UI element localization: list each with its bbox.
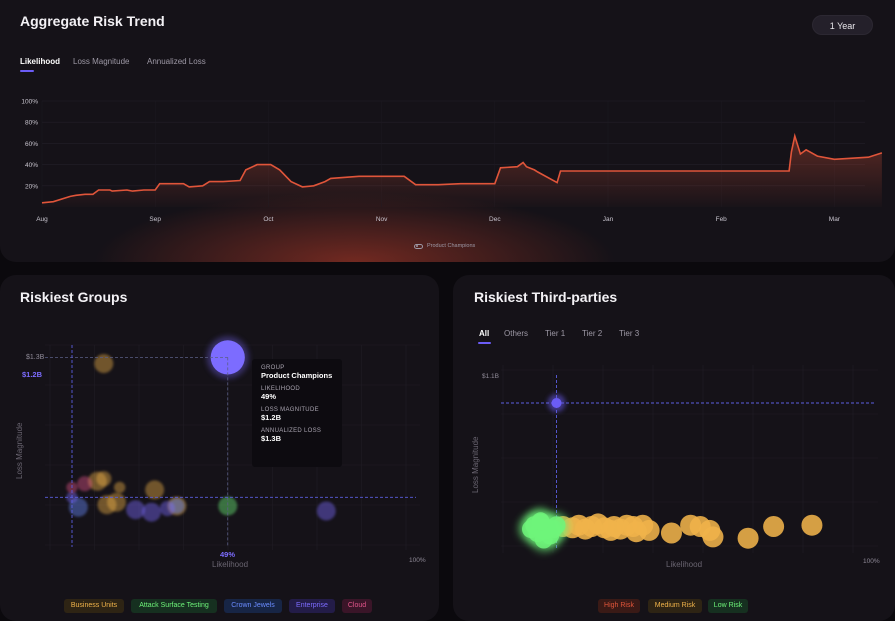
tab-all[interactable]: All [479,329,490,338]
legend-crown-jewels[interactable]: Crown Jewels [224,599,282,613]
tp-tab-active-indicator [478,342,491,344]
tp-y-axis-label: Loss Magnitude [471,436,480,493]
trend-legend-label: Product Champions [427,243,476,249]
tp-point [660,522,682,544]
groups-y-marker-label: $1.2B [22,370,43,379]
tp-point [638,519,660,541]
tp-x-end-tick: 100% [863,558,880,565]
tp-point [547,516,566,535]
groups-x-marker-label: 49% [220,550,235,559]
trend-x-tick: Oct [263,216,273,223]
time-range-button[interactable]: 1 Year [812,15,873,35]
tooltip-annual-value: $1.3B [261,434,282,443]
trend-x-tick: Aug [36,216,48,223]
tp-point [801,514,823,536]
trend-line [41,132,883,204]
groups-point [218,496,238,516]
tooltip-group-value: Product Champions [261,371,333,380]
groups-point [159,500,175,517]
tp-scatter-chart: $1.1B 100% Likelihood Loss Magnitude [471,365,880,569]
riskiest-groups-panel: Riskiest Groups $1.3B $1.2B 49% 100% Lik… [0,275,439,621]
group-tooltip: GROUP Product Champions LIKELIHOOD 49% L… [252,359,342,467]
groups-scatter-chart: $1.3B $1.2B 49% 100% Likelihood Loss Mag… [15,336,426,569]
groups-point [113,481,126,494]
legend-toggle-icon [414,243,423,249]
groups-point [106,492,126,512]
groups-point [126,500,146,520]
trend-y-tick: 60% [25,141,38,148]
trend-chart: 20% 40% 60% 80% 100% Aug Sep Oct Nov Dec Jan Feb Ma… [21,99,883,223]
trend-x-tick: Sep [149,216,161,223]
tooltip-likelihood-key: LIKELIHOOD [261,386,301,392]
trend-x-tick: Mar [829,216,841,223]
legend-business-units[interactable]: Business Units [64,599,124,613]
tab-annualized-loss[interactable]: Annualized Loss [147,57,206,66]
trend-legend[interactable]: Product Champions [414,243,475,249]
legend-enterprise[interactable]: Enterprise [289,599,335,613]
trend-y-tick: 20% [25,183,38,190]
tab-loss-magnitude[interactable]: Loss Magnitude [73,57,130,66]
tp-y-top-tick: $1.1B [482,373,499,380]
tooltip-loss-value: $1.2B [261,413,282,422]
legend-attack-surface-testing[interactable]: Attack Surface Testing [131,599,217,613]
tp-title: Riskiest Third-parties [474,289,618,305]
tp-point [531,512,550,531]
tab-tier-2[interactable]: Tier 2 [582,329,603,338]
trend-area [42,136,882,207]
legend-low-risk[interactable]: Low Risk [708,599,748,613]
tp-point-selected [551,398,562,408]
tp-point [763,516,785,537]
tooltip-likelihood-value: 49% [261,392,277,401]
aggregate-risk-trend-panel: Aggregate Risk Trend 1 Year Likelihood L… [0,0,895,262]
tooltip-group-key: GROUP [261,365,285,371]
groups-x-axis-label: Likelihood [212,560,248,569]
legend-cloud[interactable]: Cloud [342,599,372,613]
tp-point [702,526,724,548]
groups-point [96,471,112,487]
tooltip-annual-key: ANNUALIZED LOSS [261,428,322,434]
groups-point [145,480,165,500]
tp-x-axis-label: Likelihood [666,560,702,569]
groups-y-top-tick: $1.3B [26,354,45,361]
trend-y-tick: 40% [25,162,38,169]
trend-y-tick: 100% [21,99,38,106]
groups-y-axis-label: Loss Magnitude [15,422,24,479]
groups-point [316,501,336,521]
groups-point [77,476,93,492]
groups-x-end-tick: 100% [409,557,426,564]
groups-point [94,354,114,374]
trend-x-tick: Dec [489,216,501,223]
tp-point [737,527,759,549]
trend-x-tick: Feb [716,216,728,223]
trend-title: Aggregate Risk Trend [20,13,165,29]
legend-high-risk[interactable]: High Risk [598,599,640,613]
groups-point [141,502,161,522]
tab-tier-3[interactable]: Tier 3 [619,329,640,338]
riskiest-third-parties-panel: Riskiest Third-parties All Others Tier 1… [453,275,895,621]
legend-medium-risk[interactable]: Medium Risk [648,599,702,613]
trend-x-tick: Jan [603,216,614,223]
tooltip-loss-key: LOSS MAGNITUDE [261,407,319,413]
trend-x-tick: Nov [376,216,388,223]
groups-title: Riskiest Groups [20,289,128,305]
tab-active-indicator [20,70,34,72]
tab-tier-1[interactable]: Tier 1 [545,329,566,338]
trend-y-tick: 80% [25,120,38,127]
tab-others[interactable]: Others [504,329,529,338]
tab-likelihood[interactable]: Likelihood [20,57,60,66]
